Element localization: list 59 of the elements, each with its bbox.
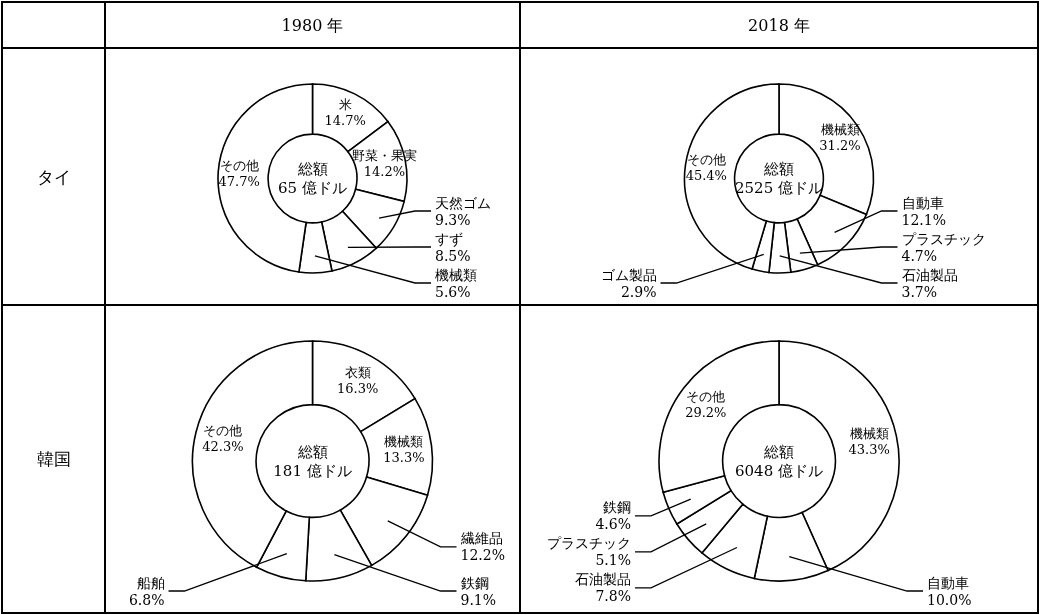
slice-label: 鉄鋼 bbox=[603, 499, 631, 516]
slice-label: 石油製品 bbox=[575, 571, 631, 588]
data-label: 9.3% bbox=[435, 211, 471, 228]
text: 総額 bbox=[296, 160, 328, 178]
text: 総額 bbox=[763, 160, 794, 178]
slice-label: 機械類 bbox=[820, 122, 860, 138]
text: 181 億ドル bbox=[273, 461, 352, 480]
data-label: 45.4% bbox=[685, 168, 727, 184]
slice-label: その他 bbox=[686, 389, 726, 405]
slice-label: 米 bbox=[338, 97, 352, 113]
text: 2525 億ドル bbox=[735, 179, 823, 197]
slice-label: 繊維品 bbox=[459, 530, 503, 547]
data-label: 14.7% bbox=[324, 113, 366, 129]
data-label: 13.3% bbox=[383, 449, 425, 465]
slice-label: 自動車 bbox=[901, 194, 944, 211]
data-label: 4.6% bbox=[595, 516, 631, 533]
data-label: 3.7% bbox=[901, 283, 938, 300]
data-label: 42.3% bbox=[202, 439, 244, 455]
data-label: 14.2% bbox=[363, 164, 406, 180]
slice-label: 機械類 bbox=[384, 433, 424, 449]
slice-label: その他 bbox=[219, 157, 259, 173]
chart-title: 1980 年 bbox=[281, 15, 344, 35]
slice-label: 石油製品 bbox=[901, 266, 958, 283]
slice-label: 衣類 bbox=[344, 365, 371, 381]
slice-label: プラスチック bbox=[901, 230, 986, 247]
data-label: 9.1% bbox=[460, 591, 497, 608]
slice-label: 船舶 bbox=[136, 574, 165, 591]
text: 韓国 bbox=[36, 449, 71, 469]
data-label: 7.8% bbox=[595, 588, 631, 605]
data-label: 2.9% bbox=[620, 283, 657, 300]
chart-title: 2018 年 bbox=[748, 15, 810, 35]
slice-label: 天然ゴム bbox=[435, 194, 491, 211]
data-label: 47.7% bbox=[218, 173, 260, 189]
slice-label: 機械類 bbox=[435, 266, 477, 283]
slice-label: その他 bbox=[203, 423, 243, 439]
slice-label: その他 bbox=[686, 152, 726, 168]
text: 6048 億ドル bbox=[735, 461, 823, 480]
slice-label: ゴム製品 bbox=[600, 266, 657, 283]
data-label: 6.8% bbox=[128, 591, 165, 608]
data-label: 12.1% bbox=[901, 211, 946, 228]
data-label: 4.7% bbox=[901, 247, 938, 264]
text: タイ bbox=[36, 166, 71, 187]
data-label: 8.5% bbox=[435, 247, 471, 264]
text: 65 億ドル bbox=[278, 179, 347, 197]
text: 総額 bbox=[296, 442, 328, 461]
data-label: 5.6% bbox=[435, 283, 471, 300]
slice-label: 自動車 bbox=[927, 574, 969, 591]
data-label: 31.2% bbox=[819, 138, 861, 154]
text: 総額 bbox=[763, 442, 794, 461]
data-label: 12.2% bbox=[460, 547, 505, 564]
data-label: 16.3% bbox=[337, 381, 379, 397]
data-label: 5.1% bbox=[595, 552, 631, 569]
data-label: 29.2% bbox=[685, 405, 727, 421]
slice-label: 鉄鋼 bbox=[460, 574, 489, 591]
data-label: 10.0% bbox=[927, 591, 972, 608]
slice-label: すず bbox=[435, 230, 463, 247]
data-label: 43.3% bbox=[848, 442, 890, 458]
slice-label: プラスチック bbox=[547, 535, 631, 552]
slice-label: 機械類 bbox=[849, 426, 889, 442]
